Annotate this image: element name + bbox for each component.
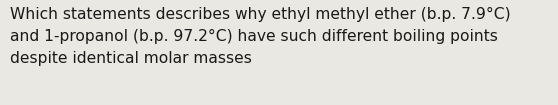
Text: Which statements describes why ethyl methyl ether (b.p. 7.9°C)
and 1-propanol (b: Which statements describes why ethyl met… [10,7,511,66]
